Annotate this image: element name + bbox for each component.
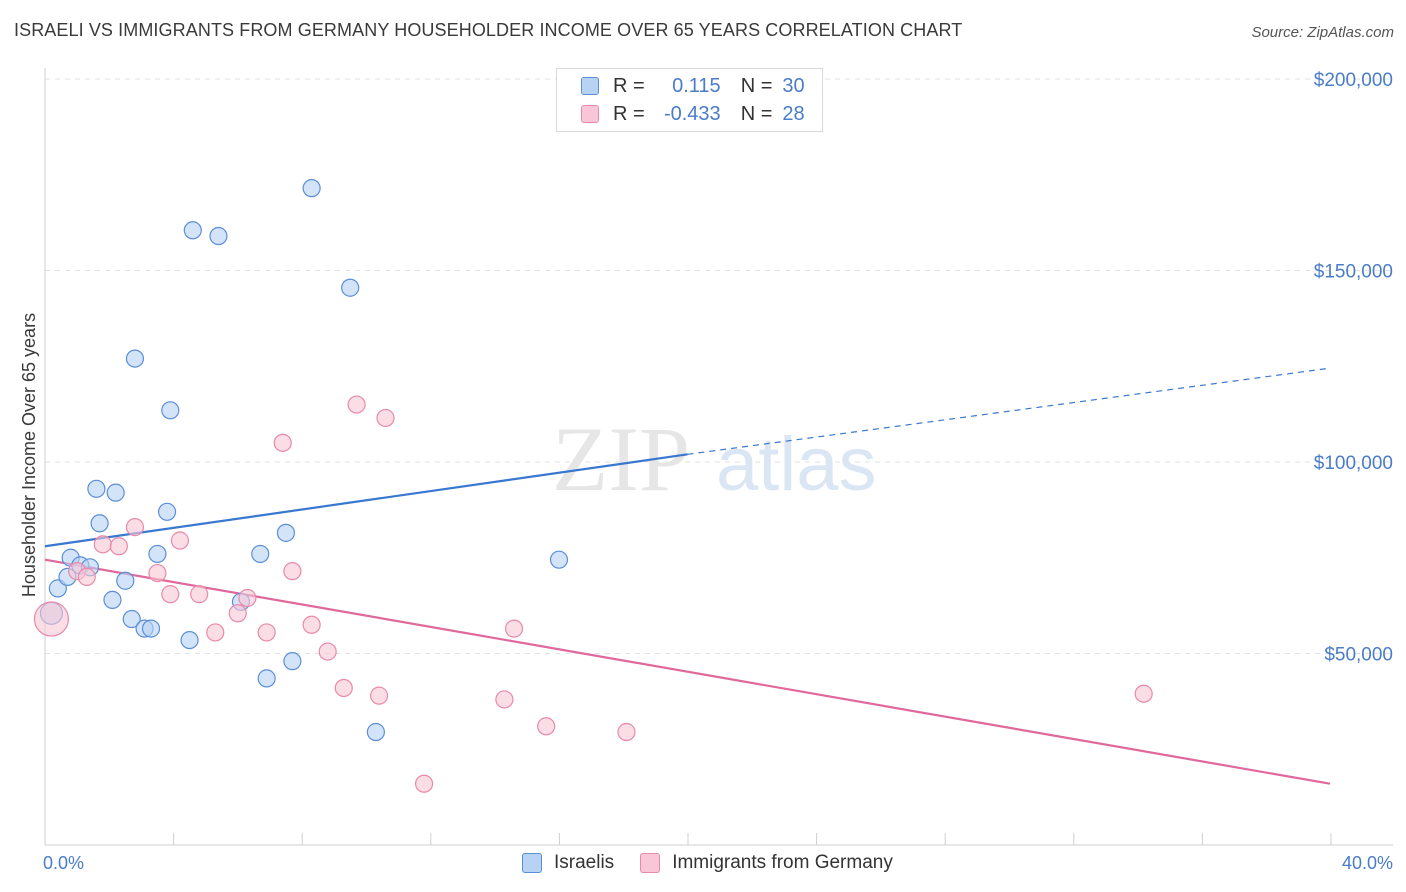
trend-lines — [44, 367, 1331, 785]
y-tick-label: $50,000 — [1324, 645, 1393, 666]
legend-row-germany: R = -0.433 N = 28 — [581, 101, 805, 127]
data-point-israelis — [103, 590, 122, 609]
data-point-germany — [93, 535, 112, 554]
axes — [44, 68, 1393, 846]
data-point-germany — [273, 433, 292, 452]
data-point-germany — [170, 531, 190, 550]
data-point-germany — [414, 774, 434, 793]
data-point-israelis — [183, 221, 202, 240]
chart-title: ISRAELI VS IMMIGRANTS FROM GERMANY HOUSE… — [14, 20, 963, 40]
series-label-israelis: Israelis — [554, 852, 615, 873]
trend-line-israelis — [44, 453, 688, 548]
data-point-israelis — [251, 544, 270, 564]
data-point-israelis — [141, 619, 161, 638]
data-point-germany — [376, 408, 395, 428]
data-point-israelis — [161, 401, 180, 420]
series-legend: Israelis Immigrants from Germany — [522, 852, 893, 874]
x-tick-label-max: 40.0% — [1342, 853, 1393, 873]
data-point-israelis — [180, 630, 199, 650]
y-tick-label: $100,000 — [1314, 453, 1393, 474]
data-points — [33, 179, 1153, 793]
data-point-germany — [257, 623, 276, 642]
legend-r-label: R = — [613, 102, 645, 125]
data-point-germany — [537, 717, 556, 736]
data-point-israelis — [87, 479, 106, 498]
data-point-israelis — [283, 652, 302, 671]
legend-row-israelis: R = 0.115 N = 30 — [581, 73, 805, 99]
data-point-israelis — [549, 550, 569, 569]
data-point-israelis — [148, 544, 167, 564]
data-point-israelis — [106, 483, 125, 502]
watermark-zip: ZIP — [552, 408, 690, 510]
data-point-israelis — [122, 609, 141, 629]
y-tick-label: $200,000 — [1314, 70, 1393, 91]
series-label-germany: Immigrants from Germany — [672, 852, 893, 873]
data-point-germany — [33, 601, 70, 637]
legend-r-value: 0.115 — [672, 74, 721, 97]
data-point-germany — [77, 567, 96, 587]
grid-lines — [45, 78, 1393, 654]
legend-n-label: N = — [740, 102, 773, 125]
data-point-israelis — [209, 226, 228, 246]
data-point-israelis — [276, 523, 296, 542]
data-point-germany — [206, 623, 225, 642]
legend-n-label: N = — [740, 74, 773, 97]
data-point-germany — [1134, 684, 1153, 703]
trend-line-germany — [44, 558, 1331, 785]
data-point-germany — [617, 722, 636, 742]
source-credit: Source: ZipAtlas.com — [1251, 24, 1394, 41]
data-point-germany — [504, 619, 524, 638]
data-point-germany — [302, 615, 321, 634]
data-point-israelis — [366, 722, 385, 742]
legend-n-value: 28 — [782, 102, 805, 125]
y-axis-label: Householder Income Over 65 years — [19, 313, 39, 597]
data-point-israelis — [341, 278, 360, 297]
legend-swatch-pink — [581, 105, 599, 123]
data-point-germany — [148, 563, 167, 583]
series-swatch-germany — [640, 853, 661, 873]
data-point-israelis — [302, 179, 321, 198]
data-point-germany — [125, 518, 145, 537]
data-point-israelis — [125, 349, 145, 368]
data-point-israelis — [157, 502, 177, 521]
correlation-legend: R = 0.115 N = 30 R = -0.433 N = 28 — [556, 68, 823, 132]
data-point-germany — [283, 562, 302, 581]
data-point-israelis — [116, 571, 135, 590]
data-point-germany — [190, 585, 209, 604]
data-point-israelis — [257, 669, 276, 688]
data-point-germany — [228, 604, 247, 623]
data-point-germany — [347, 395, 366, 414]
legend-r-value: -0.433 — [663, 102, 721, 125]
trend-line-extension — [687, 367, 1331, 455]
data-point-germany — [238, 588, 257, 608]
data-point-germany — [495, 690, 514, 709]
y-tick-labels: $50,000 $100,000 $150,000 $200,000 — [1314, 70, 1393, 666]
data-point-israelis — [90, 514, 109, 533]
data-point-germany — [109, 537, 128, 556]
data-point-germany — [334, 678, 353, 698]
x-tick-label-min: 0.0% — [43, 853, 84, 873]
data-point-germany — [161, 585, 180, 604]
legend-swatch-blue — [581, 77, 599, 95]
data-point-germany — [370, 686, 389, 705]
y-tick-label: $150,000 — [1314, 262, 1393, 283]
watermark-atlas: atlas — [716, 422, 877, 507]
legend-n-value: 30 — [782, 74, 805, 97]
data-point-germany — [318, 642, 337, 661]
series-swatch-israelis — [522, 853, 542, 873]
legend-r-label: R = — [613, 74, 645, 97]
